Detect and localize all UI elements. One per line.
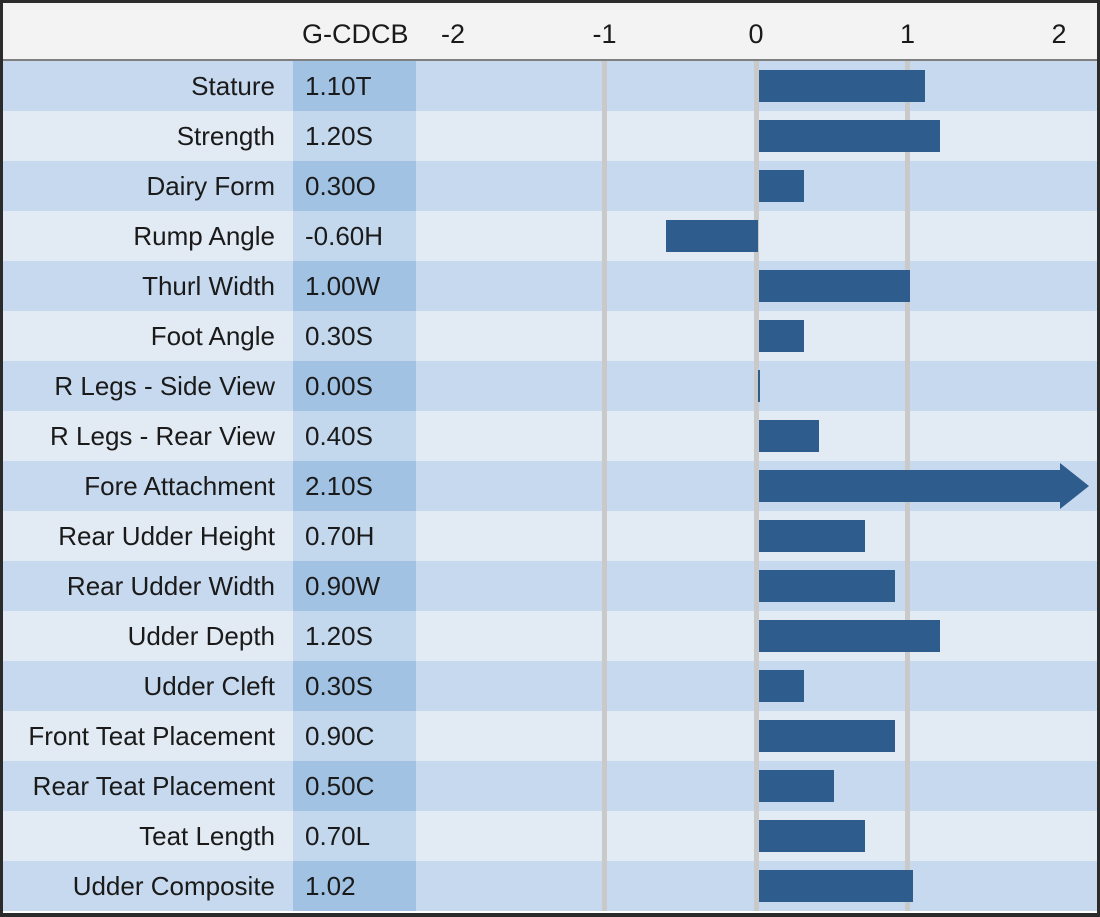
trait-bar (758, 770, 835, 802)
trait-value-cell: 0.70H (293, 511, 416, 561)
trait-value-cell: 0.30S (293, 311, 416, 361)
trait-bar (758, 570, 895, 602)
trait-bar (758, 520, 865, 552)
trait-bar (758, 820, 865, 852)
trait-value-cell: -0.60H (293, 211, 416, 261)
trait-label: Rear Udder Height (58, 521, 275, 551)
trait-value-cell: 1.02 (293, 861, 416, 911)
trait-label: Strength (176, 121, 275, 151)
trait-bar (758, 70, 926, 102)
trait-label: Fore Attachment (84, 471, 275, 501)
trait-label: Udder Cleft (143, 671, 276, 701)
trait-row: Strength 1.20S (3, 111, 1097, 161)
trait-row: Dairy Form 0.30O (3, 161, 1097, 211)
trait-value-cell: 0.90W (293, 561, 416, 611)
trait-row: Rear Teat Placement 0.50C (3, 761, 1097, 811)
trait-row: Udder Composite 1.02 (3, 861, 1097, 911)
chart-header: G-CDCB -2 -1 0 1 2 (3, 3, 1097, 61)
trait-value-cell: 0.00S (293, 361, 416, 411)
trait-label: Teat Length (139, 821, 275, 851)
trait-bar (758, 870, 914, 902)
trait-row: Front Teat Placement 0.90C (3, 711, 1097, 761)
trait-bar (758, 320, 804, 352)
trait-value-cell: 0.30O (293, 161, 416, 211)
chart-plot-area: Stature 1.10T Strength 1.20S Dairy Form 0.30O… (3, 61, 1097, 911)
score-column-header: G-CDCB (302, 19, 409, 49)
trait-bar (758, 270, 910, 302)
trait-bar (757, 370, 760, 402)
trait-label: R Legs - Side View (54, 371, 275, 401)
trait-bar (758, 620, 941, 652)
trait-row: R Legs - Rear View 0.40S (3, 411, 1097, 461)
trait-row: R Legs - Side View 0.00S (3, 361, 1097, 411)
trait-label: Udder Depth (127, 621, 275, 651)
x-axis-tick-label: 2 (1051, 19, 1067, 49)
trait-row: Rear Udder Width 0.90W (3, 561, 1097, 611)
trait-label: Udder Composite (72, 871, 275, 901)
trait-value-cell: 1.00W (293, 261, 416, 311)
trait-value-cell: 0.70L (293, 811, 416, 861)
trait-row: Rear Udder Height 0.70H (3, 511, 1097, 561)
trait-bar (758, 720, 895, 752)
trait-value-cell: 1.10T (293, 61, 416, 111)
x-axis-tick-label: -2 (440, 19, 466, 49)
trait-row: Fore Attachment 2.10S (3, 461, 1097, 511)
trait-row: Udder Depth 1.20S (3, 611, 1097, 661)
trait-bar (758, 470, 1060, 502)
trait-label: Rear Teat Placement (32, 771, 275, 801)
trait-value-cell: 0.90C (293, 711, 416, 761)
trait-label: Foot Angle (150, 321, 275, 351)
vertical-gridline (753, 61, 759, 911)
trait-label: R Legs - Rear View (50, 421, 275, 451)
trait-label: Stature (191, 71, 275, 101)
trait-row: Rump Angle -0.60H (3, 211, 1097, 261)
overflow-arrow-icon (1060, 463, 1089, 509)
x-axis-tick-label: 0 (748, 19, 764, 49)
trait-row: Thurl Width 1.00W (3, 261, 1097, 311)
trait-row: Foot Angle 0.30S (3, 311, 1097, 361)
trait-value-cell: 1.20S (293, 611, 416, 661)
trait-value-cell: 2.10S (293, 461, 416, 511)
trait-label: Rear Udder Width (66, 571, 275, 601)
trait-row: Udder Cleft 0.30S (3, 661, 1097, 711)
trait-value-cell: 0.40S (293, 411, 416, 461)
trait-bar (758, 670, 804, 702)
trait-bar (758, 170, 804, 202)
trait-label: Thurl Width (142, 271, 275, 301)
x-axis-tick-label: -1 (592, 19, 617, 49)
x-axis-tick-label: 1 (899, 19, 916, 49)
trait-value-cell: 0.50C (293, 761, 416, 811)
trait-label: Dairy Form (146, 171, 275, 201)
trait-value-cell: 1.20S (293, 111, 416, 161)
trait-label: Front Teat Placement (28, 721, 275, 751)
trait-bar (665, 220, 759, 252)
trait-value-cell: 0.30S (293, 661, 416, 711)
trait-row: Teat Length 0.70L (3, 811, 1097, 861)
trait-row: Stature 1.10T (3, 61, 1097, 111)
vertical-gridline (602, 61, 607, 911)
trait-bar (758, 120, 941, 152)
trait-bar (758, 420, 820, 452)
trait-label: Rump Angle (133, 221, 275, 251)
